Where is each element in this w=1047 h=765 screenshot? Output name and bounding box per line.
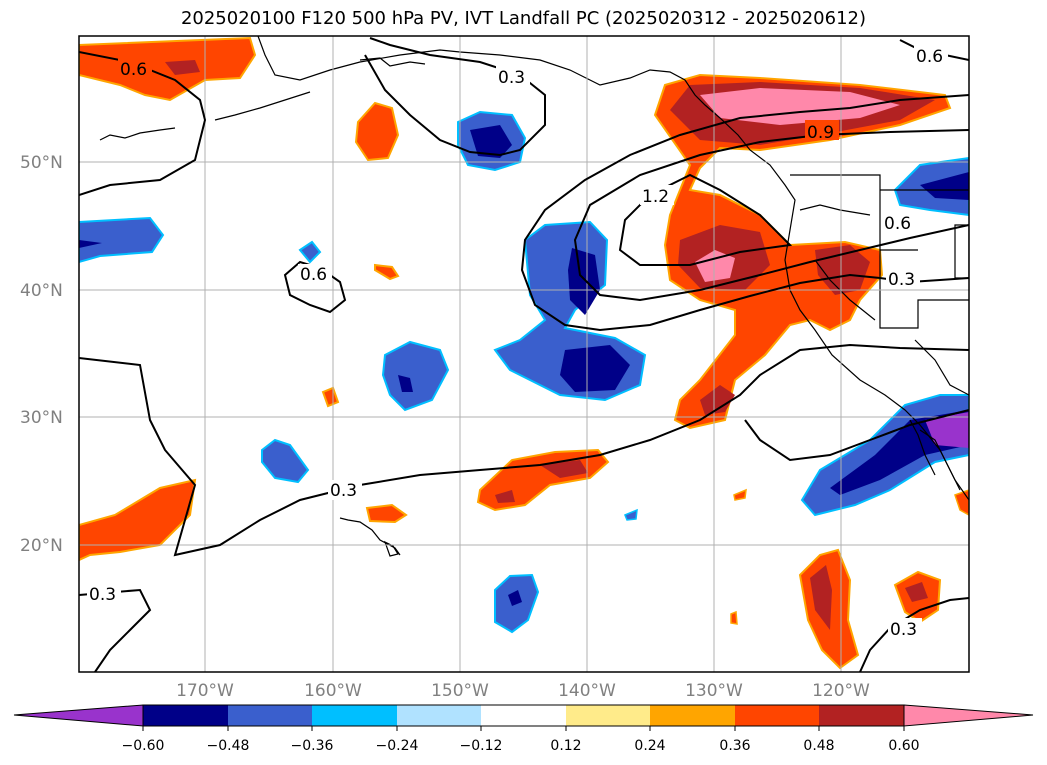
- colorbar-tick-label: −0.36: [291, 738, 334, 754]
- map-title: 2025020100 F120 500 hPa PV, IVT Landfall…: [180, 8, 867, 29]
- contour-0.9: [573, 129, 969, 302]
- colorbar-swatch: [735, 705, 819, 726]
- contour-label: 0.3: [498, 68, 525, 88]
- contour-0.3-east: [744, 409, 969, 462]
- colorbar-tick-label: −0.60: [122, 738, 165, 754]
- positive-anomaly-region: [730, 610, 738, 625]
- negative-anomaly-core: [920, 172, 969, 200]
- map-frame: [78, 35, 970, 673]
- lon-tick-label: 140°W: [558, 681, 616, 701]
- contour-label: 0.9: [807, 123, 834, 143]
- colorbar-swatch: [650, 705, 735, 726]
- lon-tick-label: 170°W: [176, 681, 234, 701]
- contour-0.3-gulf: [364, 37, 546, 157]
- positive-anomaly-region: [79, 478, 197, 562]
- contour-label: 0.6: [300, 265, 327, 285]
- colorbar-tick-label: 0.60: [888, 738, 919, 754]
- positive-anomaly-core: [905, 582, 928, 602]
- negative-anomaly-core: [398, 375, 413, 392]
- positive-anomaly-region: [354, 101, 400, 162]
- lat-tick-label: 50°N: [20, 153, 63, 173]
- contour-label: 0.6: [916, 47, 943, 67]
- lat-tick-label: 30°N: [20, 408, 63, 428]
- contour-label: 0.3: [890, 620, 917, 640]
- positive-anomaly-peak: [700, 88, 900, 125]
- negative-anomaly-region: [261, 438, 310, 484]
- colorbar-extend-low: [13, 704, 144, 727]
- negative-anomaly-region: [624, 508, 638, 521]
- lon-tick-label: 120°W: [812, 681, 870, 701]
- positive-anomaly-core: [810, 565, 832, 630]
- contour-label: 0.6: [884, 214, 911, 234]
- colorbar-tick-label: 0.36: [719, 738, 750, 754]
- colorbar-tick-label: −0.12: [460, 738, 503, 754]
- colorbar-swatch: [397, 705, 481, 726]
- colorbar-extend-high: [903, 704, 1034, 727]
- colorbar-swatch: [312, 705, 397, 726]
- positive-anomaly-core: [165, 60, 200, 75]
- colorbar-tick-label: 0.12: [550, 738, 581, 754]
- colorbar-swatch: [228, 705, 312, 726]
- lat-tick-label: 40°N: [20, 281, 63, 301]
- positive-anomaly-region: [733, 488, 747, 501]
- contour-0.3-main: [520, 94, 969, 332]
- contour-label: 0.3: [89, 585, 116, 605]
- colorbar-tick-label: −0.24: [376, 738, 419, 754]
- contour-label: 0.3: [888, 270, 915, 290]
- contour-label: 0.6: [120, 60, 147, 80]
- lon-tick-label: 160°W: [304, 681, 362, 701]
- graticule: [79, 36, 969, 672]
- positive-anomaly-region: [653, 73, 952, 430]
- positive-anomaly-core: [540, 460, 588, 478]
- colorbar: −0.60 −0.48 −0.36 −0.24 −0.12 0.12 0.24 …: [13, 704, 1034, 754]
- colorbar-tick-label: 0.24: [634, 738, 665, 754]
- negative-anomaly-core: [568, 248, 600, 315]
- negative-anomaly-region: [381, 340, 450, 412]
- colorbar-swatch: [481, 705, 566, 726]
- negative-anomaly-core: [79, 240, 102, 248]
- lat-tick-label: 20°N: [20, 536, 63, 556]
- contour-label: 0.3: [330, 481, 357, 501]
- negative-anomaly-region: [79, 216, 165, 264]
- filled-contours: [79, 36, 969, 670]
- negative-anomaly-core: [508, 590, 522, 606]
- colorbar-swatch: [566, 705, 650, 726]
- colorbar-tick-label: 0.48: [803, 738, 834, 754]
- colorbar-tick-label: −0.48: [207, 738, 250, 754]
- lon-tick-label: 150°W: [431, 681, 489, 701]
- contour-label-group: 0.6 0.3 0.9 1.2 0.6 0.6 0.3 0.3 0.3 0.3 …: [87, 46, 948, 640]
- longitude-axis: 170°W 160°W 150°W 140°W 130°W 120°W: [176, 681, 870, 701]
- contour-1.2: [618, 173, 793, 266]
- negative-anomaly-core: [470, 125, 512, 158]
- contour-label: 1.2: [642, 187, 669, 207]
- ivt-contours: [79, 37, 969, 672]
- contour-0.3-south: [79, 343, 969, 557]
- extreme-negative-core: [925, 412, 969, 448]
- colorbar-swatch: [819, 705, 904, 726]
- positive-anomaly-core: [700, 385, 735, 415]
- coastlines: [99, 36, 969, 557]
- positive-anomaly-region: [365, 503, 408, 524]
- negative-anomaly-region: [298, 240, 322, 264]
- positive-anomaly-region: [321, 386, 340, 408]
- positive-anomaly-peak: [695, 250, 735, 282]
- contour-0.3-sw: [79, 588, 152, 672]
- lon-tick-label: 130°W: [685, 681, 743, 701]
- colorbar-swatch: [143, 705, 228, 726]
- positive-anomaly-region: [954, 489, 969, 516]
- map-content: 0.6 0.3 0.9 1.2 0.6 0.6 0.3 0.3 0.3 0.3 …: [79, 36, 969, 672]
- positive-anomaly-core: [495, 490, 515, 503]
- colorbar-ticks: [142, 726, 905, 731]
- latitude-axis: 50°N 40°N 30°N 20°N: [20, 153, 63, 556]
- positive-anomaly-region: [374, 263, 400, 281]
- negative-anomaly-core: [560, 345, 630, 392]
